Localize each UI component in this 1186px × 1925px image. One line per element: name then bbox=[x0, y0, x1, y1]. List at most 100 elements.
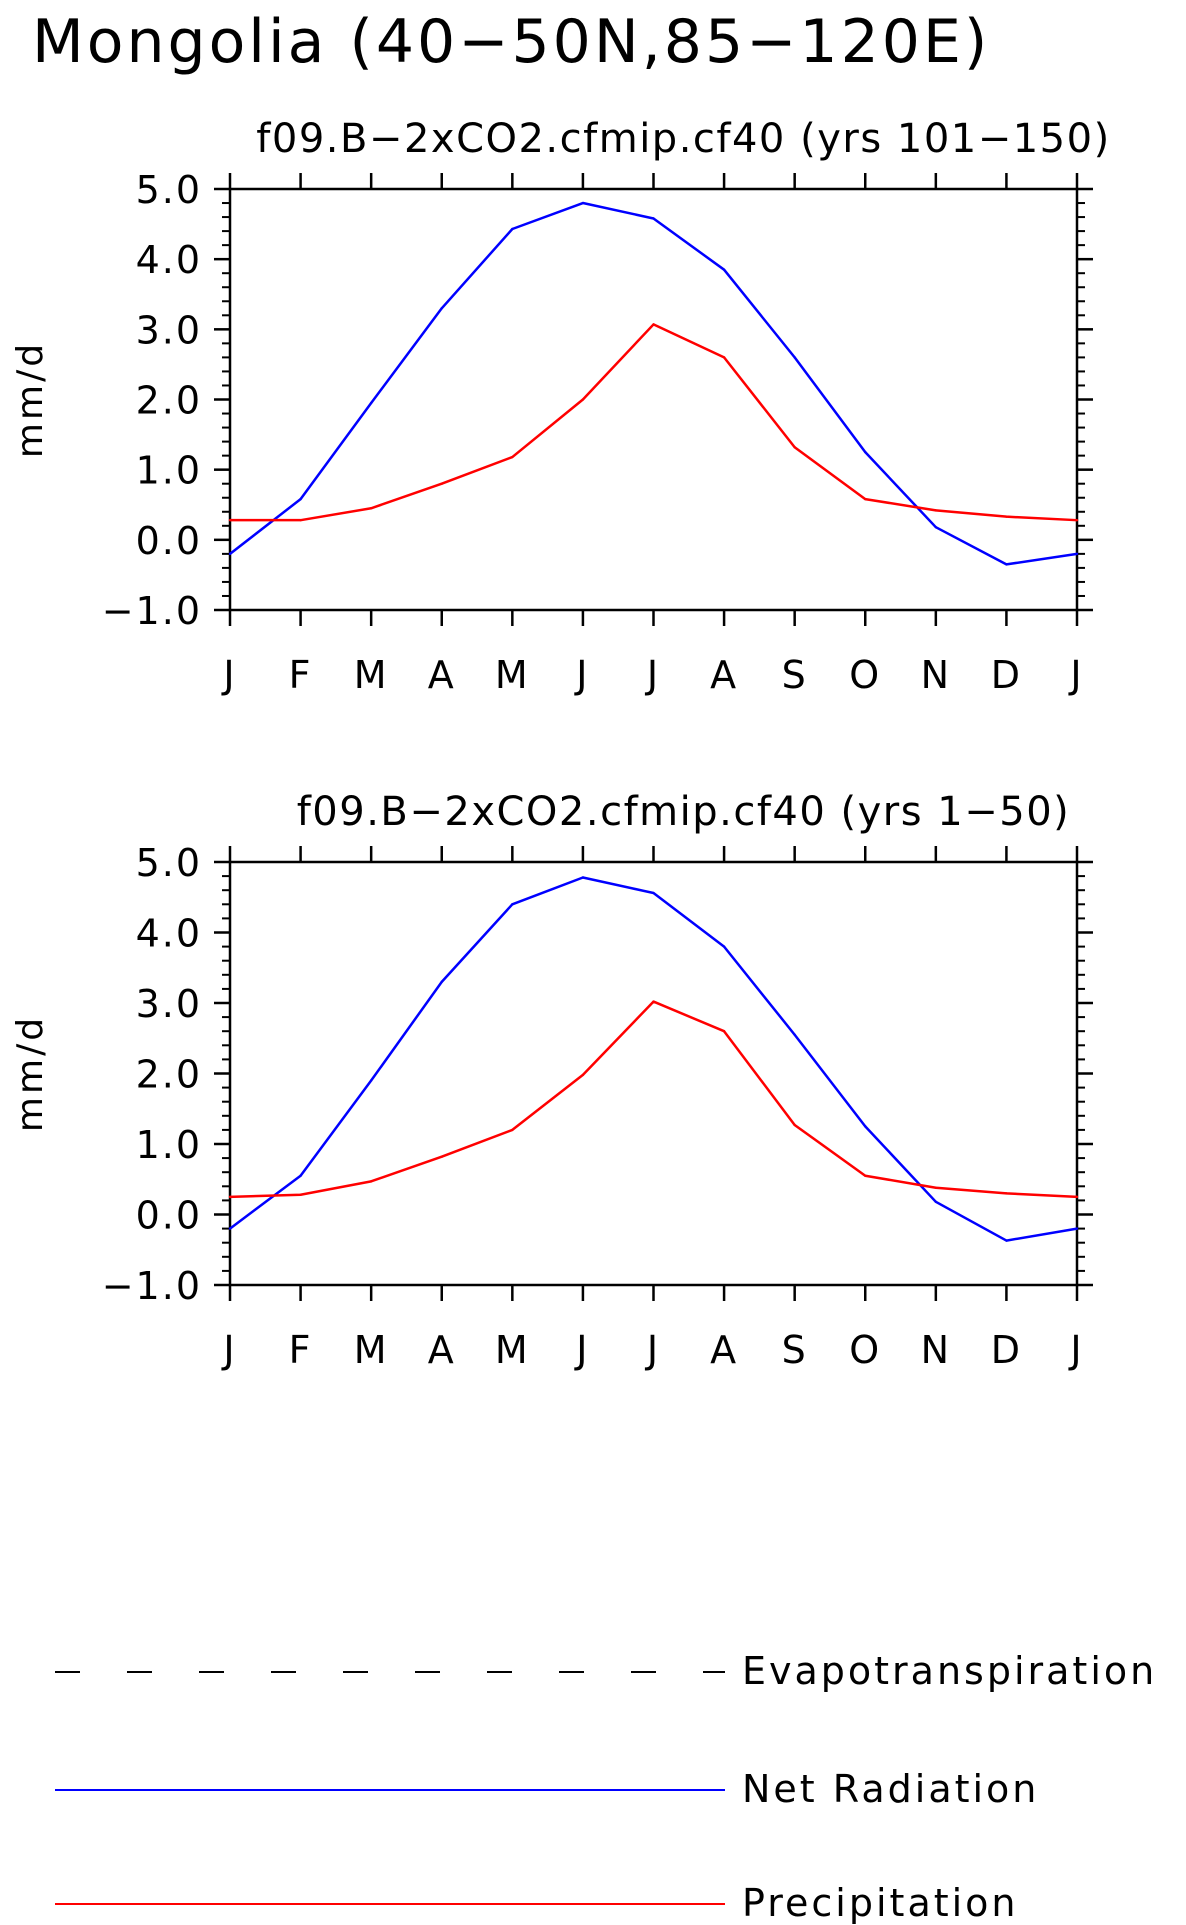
data-point-net-radiation bbox=[722, 945, 726, 948]
x-tick-label: D bbox=[991, 653, 1022, 697]
data-point-precipitation bbox=[369, 1180, 373, 1183]
y-tick-label: 0.0 bbox=[136, 1194, 202, 1238]
y-tick-label: 5.0 bbox=[136, 168, 202, 212]
data-point-net-radiation bbox=[652, 891, 655, 895]
data-point-precipitation bbox=[722, 1030, 726, 1033]
data-point-net-radiation bbox=[1005, 1239, 1008, 1242]
x-tick-label: J bbox=[645, 1328, 660, 1372]
x-tick-label: M bbox=[495, 653, 530, 697]
data-point-precipitation bbox=[1075, 518, 1079, 522]
y-tick-label: −1.0 bbox=[102, 589, 202, 633]
data-point-net-radiation bbox=[1005, 563, 1008, 566]
data-point-net-radiation bbox=[722, 268, 726, 271]
data-point-precipitation bbox=[793, 1123, 796, 1127]
data-point-precipitation bbox=[511, 1128, 514, 1132]
x-tick-label: S bbox=[782, 1328, 808, 1372]
x-tick-label: A bbox=[428, 1328, 456, 1372]
x-tick-label: J bbox=[1068, 1328, 1083, 1372]
x-tick-label: J bbox=[221, 1328, 236, 1372]
data-point-net-radiation bbox=[934, 1200, 938, 1204]
x-tick-label: O bbox=[849, 1328, 881, 1372]
y-tick-label: 4.0 bbox=[136, 238, 202, 282]
x-tick-label: J bbox=[645, 653, 660, 697]
data-point-net-radiation bbox=[1075, 1227, 1079, 1230]
x-tick-label: F bbox=[289, 1328, 313, 1372]
data-point-precipitation bbox=[652, 1000, 655, 1003]
x-tick-label: S bbox=[782, 653, 808, 697]
data-point-precipitation bbox=[581, 398, 585, 401]
data-point-net-radiation bbox=[793, 1033, 796, 1036]
panel-bottom: f09.B−2xCO2.cfmip.cf40 (yrs 1−50) −1.0 0.0… bbox=[10, 789, 1093, 1372]
data-point-precipitation bbox=[864, 497, 867, 501]
data-point-net-radiation bbox=[1075, 552, 1079, 556]
data-point-net-radiation bbox=[299, 1174, 302, 1177]
data-point-precipitation bbox=[1005, 1192, 1008, 1195]
legend-label-precipitation: Precipitation bbox=[742, 1881, 1019, 1925]
data-point-net-radiation bbox=[864, 450, 867, 454]
data-point-net-radiation bbox=[228, 1227, 232, 1230]
y-tick-label: 1.0 bbox=[136, 449, 202, 493]
x-tick-label: A bbox=[710, 1328, 738, 1372]
x-tick-label: M bbox=[354, 1328, 389, 1372]
data-point-net-radiation bbox=[652, 217, 655, 220]
x-tick-label: J bbox=[1068, 653, 1083, 697]
x-tick-label: A bbox=[710, 653, 738, 697]
y-tick-label: −1.0 bbox=[102, 1264, 202, 1308]
data-point-precipitation bbox=[299, 1193, 302, 1196]
y-tick-label: 4.0 bbox=[136, 912, 202, 956]
plot-frame bbox=[228, 860, 1079, 1287]
data-point-net-radiation bbox=[793, 356, 796, 359]
panel-top: f09.B−2xCO2.cfmip.cf40 (yrs 101−150) −1.0… bbox=[10, 116, 1110, 697]
y-tick-label: 1.0 bbox=[136, 1123, 202, 1167]
data-point-precipitation bbox=[793, 446, 796, 449]
data-point-net-radiation bbox=[934, 526, 938, 529]
data-point-net-radiation bbox=[581, 201, 585, 205]
data-point-precipitation bbox=[864, 1174, 867, 1177]
data-point-net-radiation bbox=[511, 903, 514, 906]
data-point-net-radiation bbox=[369, 401, 373, 405]
x-tick-label: A bbox=[428, 653, 456, 697]
x-tick-label: N bbox=[921, 653, 951, 697]
x-tick-label: N bbox=[921, 1328, 951, 1372]
x-tick-label: D bbox=[991, 1328, 1022, 1372]
legend-label-net-radiation: Net Radiation bbox=[742, 1767, 1039, 1811]
data-point-precipitation bbox=[581, 1073, 585, 1077]
y-tick-label: 3.0 bbox=[136, 982, 202, 1026]
y-tick-label: 3.0 bbox=[136, 308, 202, 352]
data-point-net-radiation bbox=[228, 552, 232, 556]
data-point-net-radiation bbox=[581, 876, 585, 879]
y-tick-label: 0.0 bbox=[136, 519, 202, 563]
data-point-precipitation bbox=[1005, 515, 1008, 518]
data-point-precipitation bbox=[299, 518, 302, 522]
data-point-precipitation bbox=[440, 1155, 443, 1158]
data-point-net-radiation bbox=[864, 1125, 867, 1128]
data-point-precipitation bbox=[722, 356, 726, 359]
data-point-net-radiation bbox=[369, 1079, 373, 1082]
x-tick-label: M bbox=[354, 653, 389, 697]
data-point-precipitation bbox=[228, 1195, 232, 1199]
data-point-net-radiation bbox=[299, 497, 302, 501]
legend: Evapotranspiration Net Radiation Precipi… bbox=[55, 1649, 1157, 1925]
data-point-precipitation bbox=[934, 509, 938, 512]
data-point-net-radiation bbox=[440, 980, 443, 984]
data-point-precipitation bbox=[228, 518, 232, 522]
x-tick-label: J bbox=[221, 653, 236, 697]
data-point-precipitation bbox=[934, 1186, 938, 1189]
panel-title: f09.B−2xCO2.cfmip.cf40 (yrs 101−150) bbox=[256, 116, 1110, 162]
data-point-net-radiation bbox=[511, 227, 514, 231]
y-tick-label: 2.0 bbox=[136, 1053, 202, 1097]
legend-label-evapotranspiration: Evapotranspiration bbox=[742, 1649, 1157, 1693]
x-tick-label: J bbox=[574, 1328, 589, 1372]
panel-title: f09.B−2xCO2.cfmip.cf40 (yrs 1−50) bbox=[297, 789, 1071, 835]
data-point-precipitation bbox=[1075, 1195, 1079, 1199]
data-point-net-radiation bbox=[440, 307, 443, 310]
x-tick-label: F bbox=[289, 653, 313, 697]
data-point-precipitation bbox=[369, 507, 373, 510]
x-tick-label: J bbox=[574, 653, 589, 697]
plot-frame bbox=[228, 187, 1079, 612]
y-tick-label: 2.0 bbox=[136, 379, 202, 423]
data-point-precipitation bbox=[511, 455, 514, 459]
data-point-precipitation bbox=[440, 482, 443, 485]
y-tick-label: 5.0 bbox=[136, 841, 202, 885]
x-tick-label: O bbox=[849, 653, 881, 697]
